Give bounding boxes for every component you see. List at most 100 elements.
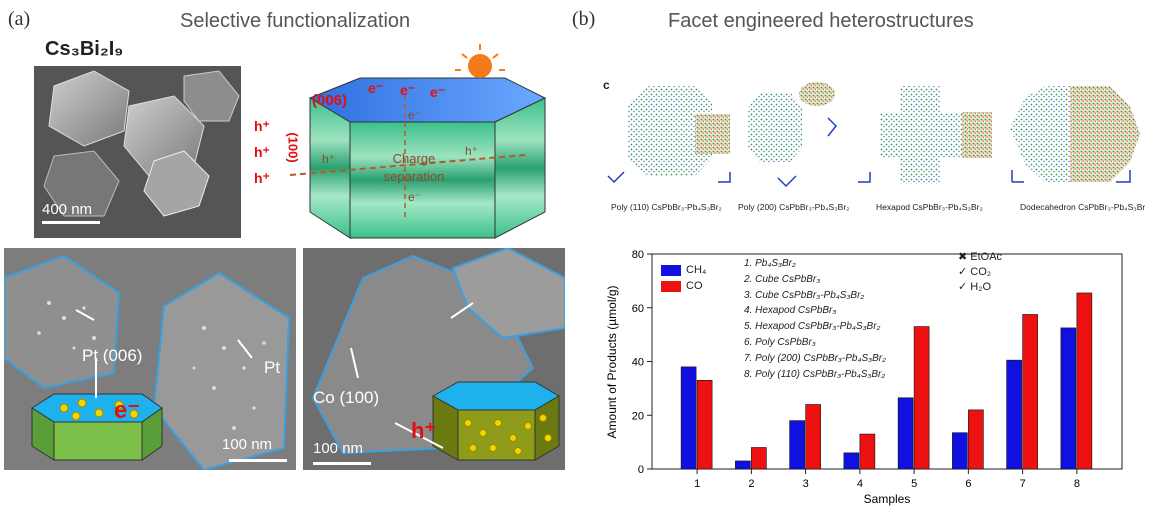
hole-label-1: h⁺ <box>254 118 270 134</box>
bar-ch4-sample-5 <box>897 397 914 470</box>
co-100-label: Co (100) <box>313 388 380 407</box>
hole-label-3: h⁺ <box>254 170 270 186</box>
conditions-list: ✖ EtOAc ✓ CO₂ ✓ H₂O <box>958 250 1002 295</box>
bar-chart: 0 20 40 60 80 1 2 3 4 5 6 7 8 Samples Amount of Pro… <box>605 249 1123 506</box>
x-ticks: 1 2 3 4 5 6 7 8 <box>694 469 1080 490</box>
scale-label-pt: 100 nm <box>222 436 273 453</box>
y-tick-label: 60 <box>632 303 644 315</box>
condition-co2: ✓ CO₂ <box>958 266 992 278</box>
bar-ch4-sample-7 <box>1006 359 1022 470</box>
plot-area <box>651 253 1123 470</box>
sample-item-1: 1. Pb₄S₃Br₂ <box>744 258 796 269</box>
electron-label-4: e⁻ <box>408 108 422 122</box>
structure-label-2: Poly (200) CsPbBr₃-Pb₄S₃Br₂ <box>738 202 850 212</box>
legend-label-ch4: CH₄ <box>686 264 707 276</box>
bar-co-sample-5 <box>913 326 930 470</box>
hole-label-2: h⁺ <box>254 144 270 160</box>
sem-image-pt: Pt (006) Pt e⁻ 100 nm <box>4 248 296 470</box>
sem-image-co: Co (100) h⁺ 100 nm <box>303 248 565 470</box>
bar-co-sample-6 <box>968 409 984 470</box>
scale-bar-top <box>42 221 100 224</box>
electron-label-2: e⁻ <box>400 82 416 98</box>
sem-pt-graphic <box>4 248 296 470</box>
scale-label-top: 400 nm <box>42 201 93 218</box>
legend-item-co: CO <box>661 278 706 294</box>
x-tick-label: 7 <box>1020 478 1026 490</box>
scale-label-co: 100 nm <box>313 440 364 457</box>
charge-separation-label: Charge separation <box>383 151 445 184</box>
bar-ch4-sample-4 <box>843 452 860 470</box>
bar-ch4-sample-8 <box>1060 327 1077 470</box>
y-tick-label: 40 <box>632 357 644 369</box>
bar-co-sample-8 <box>1076 292 1093 470</box>
bar-ch4-sample-2 <box>735 460 751 470</box>
panel-b-title: Facet engineered heterostructures <box>668 10 974 32</box>
sample-item-6: 6. Poly CsPbBr₃ <box>744 336 816 348</box>
legend-swatch-ch4 <box>661 264 681 276</box>
y-ticks: 0 20 40 60 80 <box>632 249 652 476</box>
bar-co-sample-7 <box>1022 314 1038 470</box>
legend-swatch-co <box>661 280 681 292</box>
panel-b-label: (b) <box>572 8 596 30</box>
bar-ch4-sample-6 <box>952 432 968 470</box>
sample-item-3: 3. Cube CsPbBr₃-Pb₄S₃Br₂ <box>744 289 865 301</box>
structure-label-3: Hexapod CsPbBr₃-Pb₄S₃Br₂ <box>876 202 983 212</box>
plot-frame <box>651 253 1123 470</box>
sample-item-5: 5. Hexapod CsPbBr₃-Pb₄S₃Br₂ <box>744 321 881 333</box>
structures-graphic <box>607 82 1140 188</box>
sub-panel-c-label: c <box>603 78 610 92</box>
panel-a-title: Selective functionalization <box>180 10 411 32</box>
hexagonal-prism-diagram <box>289 44 547 239</box>
x-tick-label: 1 <box>694 478 700 490</box>
electron-symbol: e⁻ <box>114 397 141 424</box>
crystal-schematic: (006) (100) e⁻ e⁻ e⁻ e⁻ e⁻ h⁺ h⁺ h⁺ h⁺ h… <box>250 40 565 250</box>
hole-label-4: h⁺ <box>322 152 336 166</box>
compound-label: Cs₃Bi₂I₉ <box>45 38 124 60</box>
sem-crystals-graphic <box>34 66 241 238</box>
chart-legend: CH₄ CO <box>661 262 706 294</box>
bar-ch4-sample-1 <box>680 366 697 470</box>
bar-co-sample-1 <box>696 380 713 470</box>
legend-item-ch4: CH₄ <box>661 262 706 278</box>
y-tick-label: 0 <box>638 464 644 476</box>
pt-006-label: Pt (006) <box>82 346 143 365</box>
x-tick-label: 5 <box>911 478 917 490</box>
face-006-label: (006) <box>312 92 348 109</box>
x-tick-label: 6 <box>965 478 971 490</box>
condition-etoac: ✖ EtOAc <box>958 251 1003 263</box>
x-tick-label: 8 <box>1074 478 1080 490</box>
electron-label-3: e⁻ <box>430 84 446 100</box>
sample-item-8: 8. Poly (110) CsPbBr₃-Pb₄S₃Br₂ <box>744 368 886 380</box>
x-tick-label: 3 <box>803 478 809 490</box>
sem-image-top: 400 nm <box>34 66 241 238</box>
sample-item-4: 4. Hexapod CsPbBr₃ <box>744 305 837 317</box>
y-tick-label: 20 <box>632 410 644 422</box>
y-tick-label: 80 <box>632 249 644 261</box>
x-tick-label: 2 <box>748 478 754 490</box>
bar-co-sample-4 <box>859 433 876 470</box>
scale-bar-pt <box>229 459 287 462</box>
panel-a-label: (a) <box>8 8 31 30</box>
sample-item-2: 2. Cube CsPbBr₃ <box>744 273 821 285</box>
bar-co-sample-3 <box>805 404 821 470</box>
legend-label-co: CO <box>686 280 703 292</box>
y-axis-label: Amount of Products (µmol/g) <box>605 286 619 439</box>
bar-ch4-sample-3 <box>789 420 805 470</box>
face-100-label: (100) <box>285 132 301 163</box>
hole-symbol: h⁺ <box>411 418 437 443</box>
structure-label-1: Poly (110) CsPbBr₃-Pb₄S₃Br₂ <box>611 202 722 212</box>
structure-label-4: Dodecahedron CsPbBr₃-Pb₄S₃Br <box>1020 202 1146 212</box>
condition-h2o: ✓ H₂O <box>958 281 992 293</box>
pt-label: Pt <box>264 358 281 377</box>
hole-label-5: h⁺ <box>465 144 479 158</box>
bars-group <box>680 292 1093 470</box>
electron-label-1: e⁻ <box>368 80 384 96</box>
sample-item-7: 7. Poly (200) CsPbBr₃-Pb₄S₃Br₂ <box>744 352 886 364</box>
x-axis-label: Samples <box>864 492 911 506</box>
bar-co-sample-2 <box>751 447 767 470</box>
sample-list: 1. Pb₄S₃Br₂ 2. Cube CsPbBr₃ 3. Cube CsPb… <box>744 256 886 382</box>
scale-bar-co <box>313 462 371 465</box>
sem-co-graphic <box>303 248 565 470</box>
electron-label-5: e⁻ <box>408 190 422 204</box>
x-tick-label: 4 <box>857 478 863 490</box>
